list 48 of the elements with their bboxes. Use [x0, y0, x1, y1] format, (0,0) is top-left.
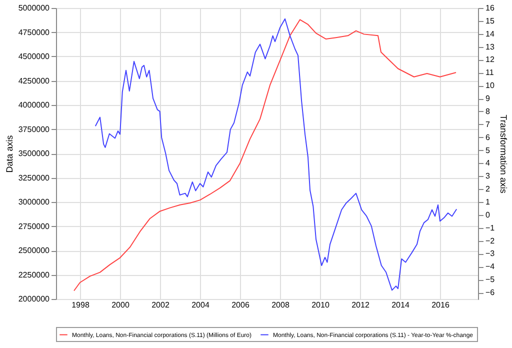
x-tick-label: 2000 [112, 300, 130, 310]
y-tick-label: 4250000 [18, 76, 50, 86]
y2-tick-label: −6 [486, 288, 496, 298]
y2-tick-label: −2 [486, 236, 496, 246]
y-tick-label: 4000000 [18, 100, 50, 110]
y2-tick-label: −3 [486, 249, 496, 258]
x-tick-label: 2012 [352, 300, 370, 310]
y2-tick-label: 14 [486, 29, 495, 38]
y2-tick-label: 12 [486, 55, 495, 64]
y2-tick-label: 13 [486, 42, 495, 52]
y-tick-label: 2750000 [18, 222, 50, 231]
y2-tick-label: 2 [486, 184, 490, 194]
y-tick-label: 2500000 [18, 246, 50, 255]
x-tick-label: 1998 [72, 300, 90, 310]
y-tick-label: 3500000 [18, 149, 50, 158]
x-tick-label: 2008 [272, 300, 290, 310]
y2-tick-label: 0 [486, 210, 490, 220]
y2-tick-label: 11 [486, 68, 494, 78]
y-tick-label: 4750000 [18, 28, 50, 37]
y2-tick-label: 5 [486, 146, 490, 155]
y-tick-label: 3000000 [18, 198, 50, 206]
y2-tick-label: −5 [486, 275, 496, 284]
x-tick-label: 2004 [192, 300, 210, 310]
y2-tick-label: 6 [486, 132, 490, 142]
y2-tick-label: −4 [486, 262, 496, 272]
y-tick-label: 3250000 [18, 173, 50, 182]
y-tick-label: 3750000 [18, 124, 50, 134]
y2-tick-label: 9 [486, 94, 490, 104]
y-axis-title: Data axis [4, 134, 14, 173]
x-tick-label: 2006 [232, 300, 250, 310]
y2-tick-label: 8 [486, 106, 490, 116]
y2-tick-label: 10 [486, 81, 495, 90]
x-tick-label: 2014 [392, 300, 410, 310]
y2-tick-label: 4 [486, 158, 490, 168]
y2-tick-label: 7 [486, 120, 490, 129]
y-tick-label: 2000000 [18, 294, 50, 304]
x-tick-label: 2010 [312, 300, 330, 310]
y2-tick-label: 16 [486, 4, 495, 12]
y2-tick-label: 3 [486, 172, 490, 181]
y-tick-label: 2250000 [18, 270, 50, 280]
x-tick-label: 2016 [432, 300, 450, 310]
y-tick-label: 4500000 [18, 52, 50, 61]
y2-tick-label: −1 [486, 223, 496, 232]
y2-axis-title: Transformation axis [498, 114, 509, 194]
x-tick-label: 2002 [152, 300, 170, 310]
y2-tick-label: 1 [486, 198, 490, 206]
y2-tick-label: 15 [486, 16, 495, 26]
y-tick-label: 5000000 [18, 4, 50, 12]
